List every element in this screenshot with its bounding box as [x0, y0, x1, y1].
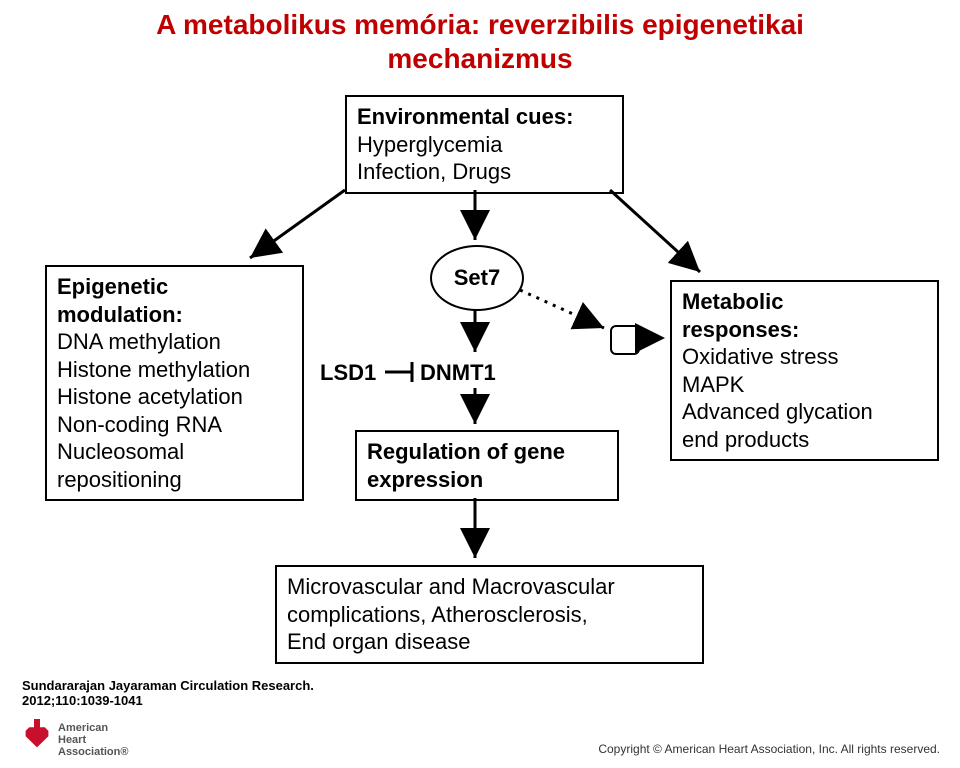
- citation-line2: 2012;110:1039-1041: [22, 693, 143, 708]
- epi-line-1: Histone methylation: [57, 357, 250, 382]
- met-line-1: MAPK: [682, 372, 744, 397]
- copyright-text: Copyright © American Heart Association, …: [598, 742, 940, 756]
- epi-heading2: modulation:: [57, 302, 183, 327]
- met-heading2: responses:: [682, 317, 799, 342]
- met-heading: Metabolic: [682, 289, 783, 314]
- env-heading: Environmental cues:: [357, 104, 573, 129]
- out-line-1: complications, Atherosclerosis,: [287, 602, 588, 627]
- epi-line-0: DNA methylation: [57, 329, 221, 354]
- met-line-0: Oxidative stress: [682, 344, 839, 369]
- out-line-2: End organ disease: [287, 629, 470, 654]
- box-regulation: Regulation of gene expression: [355, 430, 619, 501]
- box-metabolic: Metabolic responses: Oxidative stress MA…: [670, 280, 939, 461]
- box-environmental-cues: Environmental cues: Hyperglycemia Infect…: [345, 95, 624, 194]
- box-outcomes: Microvascular and Macrovascular complica…: [275, 565, 704, 664]
- met-line-2: Advanced glycation: [682, 399, 873, 424]
- epi-line-4: Nucleosomal: [57, 439, 184, 464]
- env-line-1: Infection, Drugs: [357, 159, 511, 184]
- reg-heading2: expression: [367, 467, 483, 492]
- reg-heading: Regulation of gene: [367, 439, 565, 464]
- dotted-intermediate-node: [610, 325, 640, 355]
- citation-line1: Sundararajan Jayaraman Circulation Resea…: [22, 678, 314, 693]
- node-lsd1: LSD1: [320, 360, 376, 386]
- aha-logo: American Heart Association®: [22, 722, 128, 758]
- epi-line-2: Histone acetylation: [57, 384, 243, 409]
- node-dnmt1: DNMT1: [420, 360, 496, 386]
- met-line-3: end products: [682, 427, 809, 452]
- env-line-0: Hyperglycemia: [357, 132, 503, 157]
- node-set7: Set7: [430, 245, 524, 311]
- title-line1: A metabolikus memória: reverzibilis epig…: [156, 9, 804, 40]
- out-line-0: Microvascular and Macrovascular: [287, 574, 615, 599]
- set7-label: Set7: [454, 265, 500, 291]
- title-line2: mechanizmus: [387, 43, 572, 74]
- epi-line-3: Non-coding RNA: [57, 412, 222, 437]
- logo-text: American Heart Association®: [58, 722, 128, 758]
- box-epigenetic: Epigenetic modulation: DNA methylation H…: [45, 265, 304, 501]
- citation: Sundararajan Jayaraman Circulation Resea…: [22, 678, 314, 708]
- epi-line-5: repositioning: [57, 467, 182, 492]
- slide-title: A metabolikus memória: reverzibilis epig…: [0, 0, 960, 75]
- epi-heading: Epigenetic: [57, 274, 168, 299]
